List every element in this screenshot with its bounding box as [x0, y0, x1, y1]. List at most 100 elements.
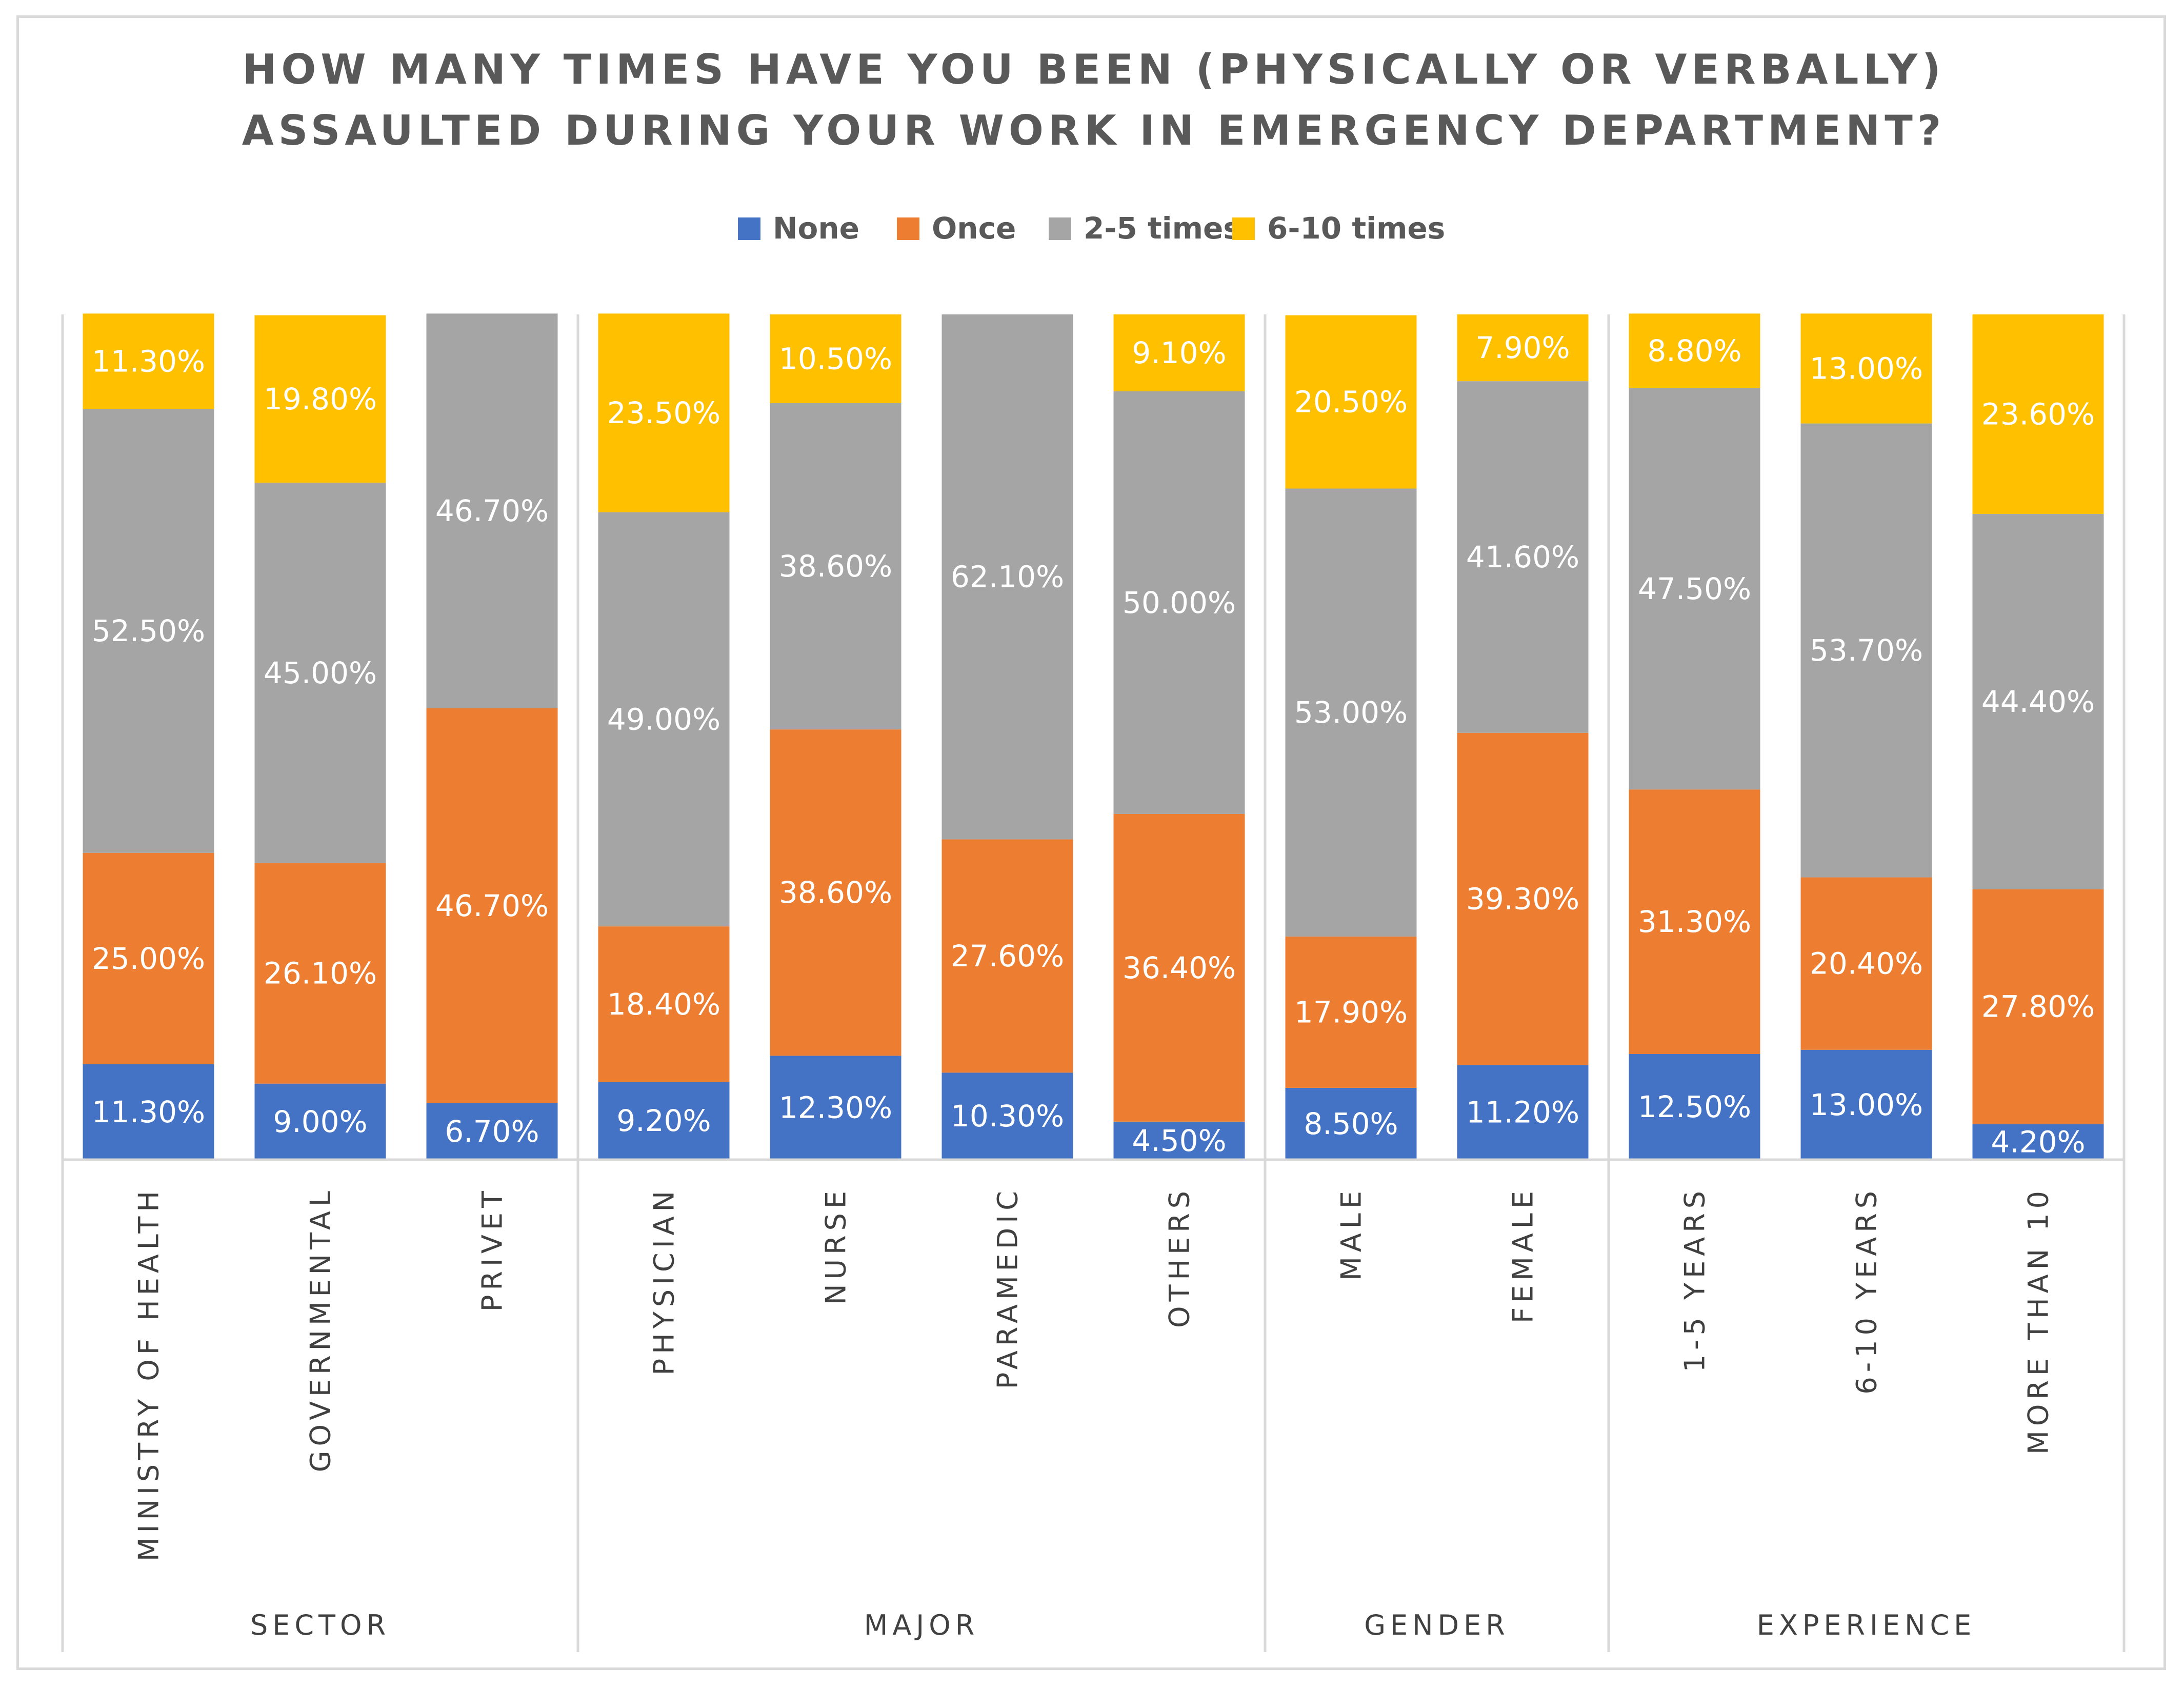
bar-1-5-years-6-10-times — [1629, 313, 1760, 388]
data-label-ministry-of-health-none: 11.30% — [92, 1095, 205, 1129]
bar-female-2-5-times — [1457, 381, 1589, 733]
bar-1-5-years-2-5-times — [1629, 388, 1760, 790]
data-label-physician-none: 9.20% — [616, 1103, 711, 1138]
data-label-ministry-of-health-once: 25.00% — [92, 941, 205, 976]
data-label-others-2-5-times: 50.00% — [1123, 585, 1236, 620]
data-label-others-none: 4.50% — [1132, 1123, 1226, 1158]
data-label-governmental-2-5-times: 45.00% — [264, 656, 377, 690]
data-label-6-10-years-2-5-times: 53.70% — [1810, 633, 1923, 668]
legend-swatch-once — [897, 217, 919, 240]
category-label-physician: PHYSICIAN — [648, 1186, 680, 1375]
data-label-more-than-10-once: 27.80% — [1981, 989, 2095, 1024]
category-label-privet: PRIVET — [476, 1186, 509, 1312]
bar-female-6-10-times — [1457, 314, 1589, 382]
bar-physician-2-5-times — [598, 512, 730, 927]
group-label-sector: SECTOR — [250, 1609, 390, 1641]
legend-swatch-6-10-times — [1232, 217, 1255, 240]
legend-label-6-10-times: 6-10 times — [1267, 211, 1445, 246]
data-label-male-none: 8.50% — [1304, 1106, 1398, 1141]
bar-6-10-years-once — [1800, 877, 1932, 1050]
legend-swatch-none — [738, 217, 760, 240]
bars: 11.30% 25.00% 52.50% 11.30% 9.00% 26.10% 45.00… — [83, 313, 2104, 1160]
legend: None Once 2-5 times 6-10 times — [738, 211, 1445, 246]
chart-title-line-2: ASSAULTED DURING YOUR WORK IN EMERGENCY … — [242, 107, 1946, 154]
category-label-female: FEMALE — [1507, 1186, 1539, 1323]
data-label-1-5-years-once: 31.30% — [1638, 904, 1751, 939]
bar-male-6-10-times — [1285, 315, 1417, 489]
data-label-female-6-10-times: 7.90% — [1475, 330, 1570, 365]
bar-nurse-once — [770, 729, 901, 1056]
data-label-more-than-10-none: 4.20% — [1991, 1124, 2085, 1159]
category-label-others: OTHERS — [1164, 1186, 1196, 1328]
data-label-female-none: 11.20% — [1466, 1095, 1579, 1130]
bar-nurse-2-5-times — [770, 403, 901, 730]
bar-6-10-years-none — [1800, 1049, 1932, 1160]
data-label-more-than-10-2-5-times: 44.40% — [1981, 684, 2095, 719]
category-label-paramedic: PARAMEDIC — [992, 1186, 1024, 1389]
bar-ministry-of-health-once — [83, 852, 214, 1064]
legend-label-2-5-times: 2-5 times — [1084, 211, 1241, 246]
bar-more-than-10-none — [1972, 1124, 2104, 1160]
bar-others-none — [1113, 1121, 1245, 1160]
data-label-ministry-of-health-6-10-times: 11.30% — [92, 344, 205, 379]
bar-others-once — [1113, 813, 1245, 1122]
data-label-paramedic-none: 10.30% — [951, 1099, 1064, 1134]
bar-nurse-none — [770, 1056, 901, 1160]
bar-1-5-years-none — [1629, 1054, 1760, 1160]
data-label-physician-6-10-times: 23.50% — [607, 395, 720, 430]
bar-ministry-of-health-none — [83, 1064, 214, 1160]
bar-physician-once — [598, 926, 730, 1082]
bar-ministry-of-health-2-5-times — [83, 409, 214, 853]
data-label-male-2-5-times: 53.00% — [1294, 695, 1408, 730]
data-label-more-than-10-6-10-times: 23.60% — [1981, 396, 2095, 431]
bar-male-none — [1285, 1087, 1417, 1160]
data-label-male-6-10-times: 20.50% — [1294, 385, 1408, 420]
data-label-1-5-years-none: 12.50% — [1638, 1089, 1751, 1124]
category-label-6-10-years: 6-10 YEARS — [1851, 1186, 1883, 1395]
data-label-physician-2-5-times: 49.00% — [607, 702, 720, 737]
bar-male-2-5-times — [1285, 488, 1417, 937]
data-label-paramedic-once: 27.60% — [951, 939, 1064, 974]
bar-governmental-once — [254, 863, 386, 1084]
data-label-nurse-2-5-times: 38.60% — [779, 549, 892, 584]
data-label-ministry-of-health-2-5-times: 52.50% — [92, 613, 205, 648]
chart-svg: HOW MANY TIMES HAVE YOU BEEN (PHYSICALLY… — [61, 46, 2126, 1652]
data-label-nurse-none: 12.30% — [779, 1090, 892, 1125]
data-label-female-2-5-times: 41.60% — [1466, 540, 1579, 574]
bar-female-none — [1457, 1065, 1589, 1160]
group-label-major: MAJOR — [864, 1609, 979, 1641]
bar-privet-2-5-times — [426, 313, 558, 708]
data-label-6-10-years-none: 13.00% — [1810, 1087, 1923, 1122]
bar-physician-6-10-times — [598, 313, 730, 512]
chart-title-line-1: HOW MANY TIMES HAVE YOU BEEN (PHYSICALLY… — [242, 46, 1945, 93]
bar-privet-none — [426, 1103, 558, 1160]
bar-nurse-6-10-times — [770, 314, 901, 404]
chart-frame: HOW MANY TIMES HAVE YOU BEEN (PHYSICALLY… — [16, 15, 2166, 1670]
bar-paramedic-once — [941, 839, 1073, 1073]
data-label-governmental-6-10-times: 19.80% — [264, 382, 377, 416]
bar-more-than-10-6-10-times — [1972, 314, 2104, 514]
category-label-1-5-years: 1-5 YEARS — [1679, 1186, 1711, 1372]
legend-label-once: Once — [932, 211, 1016, 246]
group-label-experience: EXPERIENCE — [1757, 1609, 1976, 1641]
data-label-privet-none: 6.70% — [445, 1114, 539, 1149]
bar-female-once — [1457, 732, 1589, 1065]
data-label-nurse-once: 38.60% — [779, 875, 892, 910]
data-label-male-once: 17.90% — [1294, 995, 1408, 1029]
bar-governmental-2-5-times — [254, 482, 386, 863]
bar-1-5-years-once — [1629, 789, 1760, 1054]
bar-paramedic-none — [941, 1073, 1073, 1160]
bar-6-10-years-6-10-times — [1800, 313, 1932, 424]
bar-6-10-years-2-5-times — [1800, 423, 1932, 878]
legend-label-none: None — [773, 211, 859, 246]
legend-swatch-2-5-times — [1049, 217, 1071, 240]
data-label-1-5-years-2-5-times: 47.50% — [1638, 571, 1751, 606]
category-label-more-than-10: MORE THAN 10 — [2022, 1186, 2055, 1455]
bar-male-once — [1285, 936, 1417, 1088]
data-label-6-10-years-once: 20.40% — [1810, 946, 1923, 981]
data-label-6-10-years-6-10-times: 13.00% — [1810, 351, 1923, 386]
category-label-male: MALE — [1335, 1186, 1368, 1281]
bar-governmental-none — [254, 1083, 386, 1160]
data-label-privet-once: 46.70% — [435, 888, 549, 923]
bar-more-than-10-once — [1972, 889, 2104, 1124]
